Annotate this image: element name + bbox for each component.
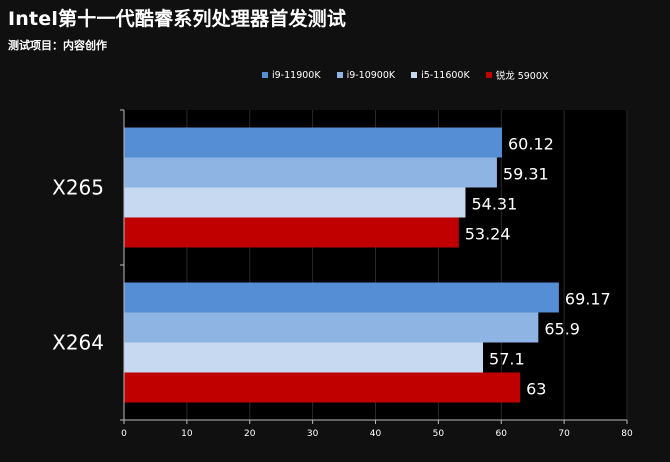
- legend-label: 锐龙 5900X: [495, 71, 549, 82]
- bar: [124, 157, 497, 188]
- bar: [124, 342, 484, 373]
- legend-label: i9-11900K: [272, 69, 321, 81]
- x-tick-label: 10: [181, 429, 193, 439]
- data-label: 59.31: [503, 165, 549, 184]
- legend-label: i5-11600K: [421, 69, 470, 81]
- legend-item-ryzen-5900x: 锐龙 5900X: [485, 68, 549, 82]
- legend-label: i9-10900K: [346, 69, 396, 81]
- legend-swatch: [485, 72, 492, 78]
- legend-swatch: [336, 72, 343, 78]
- category-label: X265: [52, 176, 104, 200]
- data-label: 65.9: [544, 320, 580, 339]
- x-tick-label: 40: [370, 429, 382, 439]
- x-tick-label: 30: [307, 429, 319, 439]
- x-tick-label: 50: [433, 429, 445, 439]
- bar: [124, 217, 459, 248]
- category-label: X264: [52, 331, 104, 355]
- bar: [124, 372, 521, 403]
- x-tick-label: 60: [496, 429, 508, 439]
- chart-title: Intel第十一代酷睿系列处理器首发测试: [8, 8, 347, 30]
- x-tick-label: 70: [558, 429, 570, 439]
- legend-swatch: [262, 72, 268, 78]
- bar: [124, 282, 559, 313]
- legend-item-i5-11600k: i5-11600K: [411, 68, 470, 82]
- data-label: 60.12: [508, 135, 554, 154]
- data-label: 54.31: [471, 195, 517, 214]
- x-tick-label: 0: [121, 429, 127, 439]
- data-label: 57.1: [489, 350, 525, 369]
- data-label: 69.17: [565, 290, 611, 309]
- legend-item-i9-10900k: i9-10900K: [336, 68, 396, 82]
- legend-swatch: [411, 72, 418, 78]
- data-label: 63: [526, 380, 546, 399]
- bar: [124, 312, 539, 343]
- legend: i9-11900K i9-10900K i5-11600K 锐龙 5900X: [262, 68, 548, 82]
- bar: [124, 187, 466, 218]
- bar: [124, 127, 503, 158]
- x-tick-label: 20: [244, 429, 256, 439]
- data-label: 53.24: [465, 225, 511, 244]
- chart-subtitle: 测试项目：内容创作: [8, 39, 107, 52]
- legend-item-i9-11900k: i9-11900K: [262, 68, 321, 82]
- x-tick-label: 80: [621, 429, 633, 439]
